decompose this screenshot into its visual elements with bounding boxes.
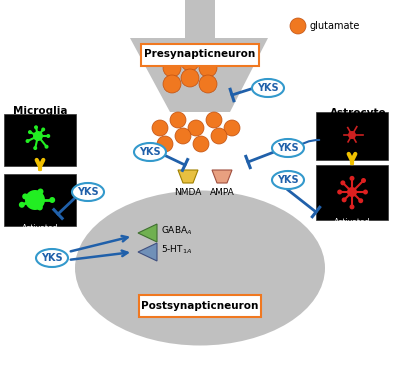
Text: Presynapticneuron: Presynapticneuron <box>144 49 256 59</box>
Text: YKS: YKS <box>277 175 299 185</box>
Circle shape <box>22 194 28 199</box>
Circle shape <box>211 128 227 144</box>
Ellipse shape <box>134 143 166 161</box>
Ellipse shape <box>75 191 325 346</box>
Circle shape <box>188 120 204 136</box>
Circle shape <box>181 53 199 71</box>
Circle shape <box>206 112 222 128</box>
Circle shape <box>175 128 191 144</box>
Ellipse shape <box>272 171 304 189</box>
FancyBboxPatch shape <box>141 44 259 66</box>
Circle shape <box>28 130 32 134</box>
Text: YKS: YKS <box>77 187 99 197</box>
Circle shape <box>46 134 50 138</box>
Text: YKS: YKS <box>257 83 279 93</box>
Text: AMPA: AMPA <box>210 188 234 197</box>
Ellipse shape <box>72 183 104 201</box>
Polygon shape <box>138 224 157 242</box>
Circle shape <box>44 145 48 149</box>
Circle shape <box>337 190 342 195</box>
Circle shape <box>163 59 181 77</box>
Circle shape <box>33 131 43 141</box>
Text: YKS: YKS <box>139 147 161 157</box>
FancyBboxPatch shape <box>139 295 261 317</box>
Polygon shape <box>185 0 215 38</box>
Circle shape <box>193 136 209 152</box>
Circle shape <box>181 69 199 87</box>
Ellipse shape <box>272 139 304 157</box>
Text: NMDA: NMDA <box>174 188 202 197</box>
Circle shape <box>33 146 37 150</box>
FancyBboxPatch shape <box>4 174 76 226</box>
Circle shape <box>25 190 45 210</box>
Circle shape <box>363 190 368 195</box>
Text: GABA$_A$: GABA$_A$ <box>161 225 192 237</box>
Circle shape <box>347 187 357 197</box>
Text: Astrocyte: Astrocyte <box>330 108 386 118</box>
Circle shape <box>350 204 354 209</box>
Circle shape <box>342 197 347 202</box>
Polygon shape <box>130 38 268 112</box>
Circle shape <box>163 75 181 93</box>
FancyBboxPatch shape <box>4 114 76 166</box>
Polygon shape <box>178 170 198 183</box>
Circle shape <box>19 202 25 208</box>
Polygon shape <box>138 243 157 261</box>
Circle shape <box>34 125 38 129</box>
Circle shape <box>340 180 345 185</box>
Text: Activated: Activated <box>334 218 370 227</box>
Polygon shape <box>212 170 232 183</box>
Text: YKS: YKS <box>41 253 63 263</box>
Circle shape <box>49 197 55 203</box>
Circle shape <box>38 188 44 195</box>
Circle shape <box>26 139 30 143</box>
Text: Microglia: Microglia <box>13 106 67 116</box>
Text: Postsynapticneuron: Postsynapticneuron <box>141 301 259 311</box>
Circle shape <box>290 18 306 34</box>
Ellipse shape <box>36 249 68 267</box>
Ellipse shape <box>252 79 284 97</box>
FancyBboxPatch shape <box>316 165 388 220</box>
Text: 5-HT$_{1A}$: 5-HT$_{1A}$ <box>161 244 192 256</box>
Circle shape <box>199 75 217 93</box>
Circle shape <box>152 120 168 136</box>
FancyBboxPatch shape <box>316 112 388 160</box>
Text: YKS: YKS <box>277 143 299 153</box>
Circle shape <box>358 198 363 203</box>
Circle shape <box>37 204 43 210</box>
Text: glutamate: glutamate <box>310 21 360 31</box>
Circle shape <box>224 120 240 136</box>
Text: Activated: Activated <box>22 224 58 233</box>
Circle shape <box>361 178 366 183</box>
Circle shape <box>170 112 186 128</box>
Circle shape <box>157 136 173 152</box>
Circle shape <box>199 59 217 77</box>
Circle shape <box>348 131 356 139</box>
Circle shape <box>350 176 354 181</box>
Circle shape <box>41 127 45 131</box>
